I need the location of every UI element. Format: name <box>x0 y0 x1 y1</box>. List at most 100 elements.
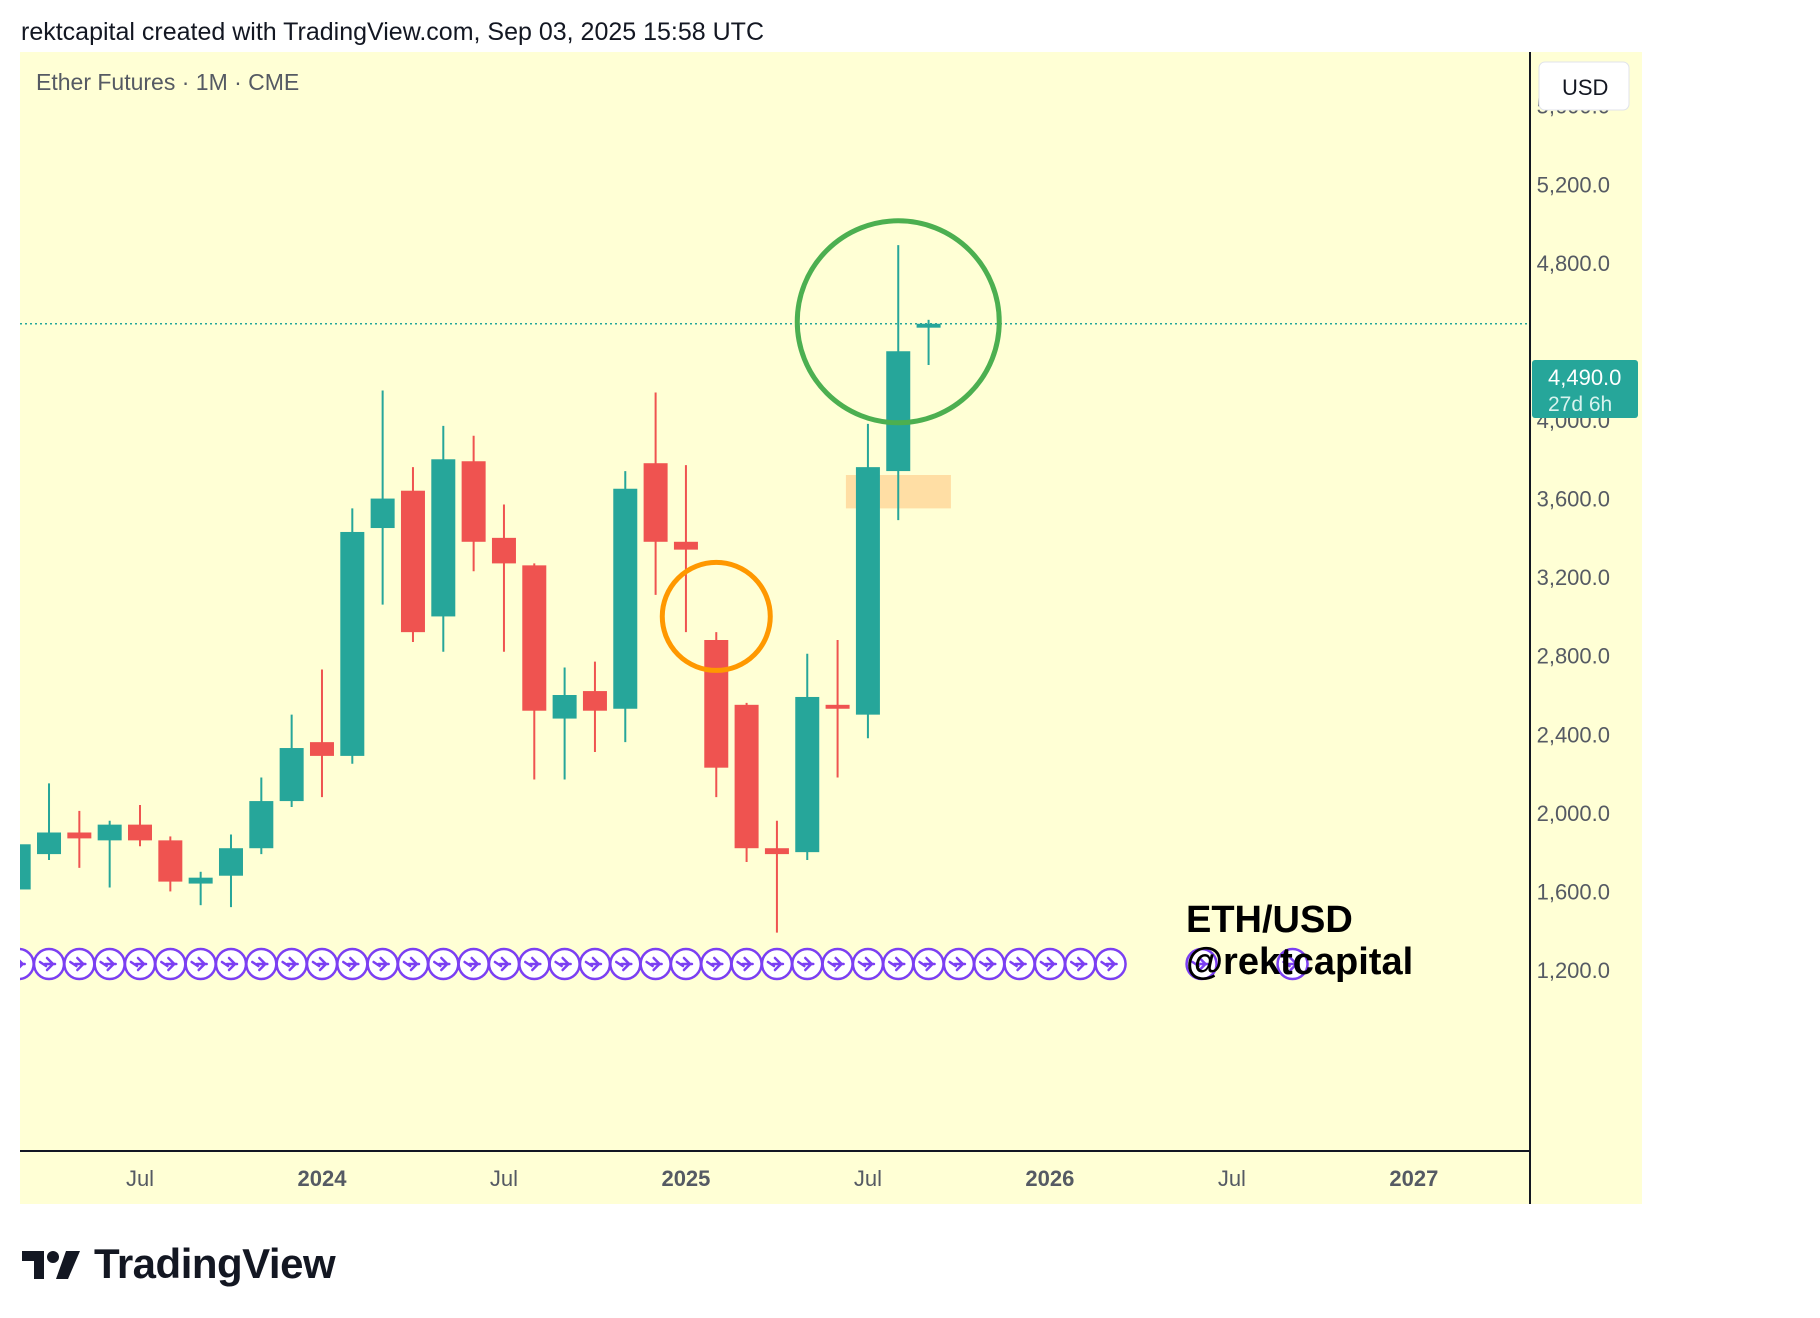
candle[interactable] <box>340 508 365 764</box>
dividends-arrow-icon[interactable] <box>1276 947 1309 981</box>
dividends-arrow-icon[interactable] <box>214 947 248 981</box>
dividends-arrow-icon[interactable] <box>487 947 521 981</box>
dividends-arrow-icon[interactable] <box>609 947 642 981</box>
candle[interactable] <box>400 467 425 642</box>
candle[interactable] <box>704 632 729 798</box>
candle-body <box>764 848 789 855</box>
dividends-arrow-icon[interactable] <box>1063 947 1097 981</box>
candle[interactable] <box>491 504 516 652</box>
candle[interactable] <box>673 465 698 633</box>
price-axis-tick-label: 3,600.0 <box>1537 487 1610 512</box>
dividends-arrow-icon[interactable] <box>63 947 96 981</box>
candlestick-chart[interactable]: 1,200.0 1,600.0 2,000.0 2,400.0 2,800.0 3,200… <box>2 52 1810 1204</box>
dividends-arrow-icon[interactable] <box>1094 947 1127 981</box>
dividends-arrow-icon[interactable] <box>851 947 885 981</box>
dividends-arrow-icon[interactable] <box>305 947 339 981</box>
orange-highlight-circle <box>659 559 773 673</box>
time-axis-tick-label: 2026 <box>1025 1166 1074 1191</box>
candle-body <box>855 467 880 715</box>
candle-body <box>704 640 729 768</box>
dividends-arrow-icon[interactable] <box>184 947 217 981</box>
dividends-arrow-icon[interactable] <box>912 947 945 981</box>
candle[interactable] <box>461 435 486 572</box>
candle[interactable] <box>67 810 92 868</box>
dividends-arrow-icon[interactable] <box>791 947 824 981</box>
dividends-arrow-icon[interactable] <box>639 947 672 981</box>
tradingview-logo[interactable]: TradingView <box>22 1240 336 1288</box>
candle[interactable] <box>37 783 62 860</box>
dividends-arrow-icon[interactable] <box>457 947 490 981</box>
dividends-arrow-icon[interactable] <box>336 947 369 981</box>
dividends-arrow-icon[interactable] <box>93 947 126 981</box>
candle[interactable] <box>128 805 152 847</box>
currency-button[interactable]: USD <box>1538 61 1630 111</box>
candle[interactable] <box>916 319 941 365</box>
candle[interactable] <box>218 834 243 908</box>
dividends-arrow-icon[interactable] <box>700 947 733 981</box>
candle[interactable] <box>309 669 334 798</box>
candle-body <box>218 848 243 876</box>
symbol-label[interactable]: Ether Futures · 1M · CME <box>36 69 299 95</box>
price-axis-tick-label: 2,400.0 <box>1537 722 1610 747</box>
candle-body <box>916 323 941 328</box>
candle[interactable] <box>431 425 456 652</box>
candle-body <box>6 844 31 890</box>
green-highlight-circle <box>794 218 1002 426</box>
plot-background <box>20 52 1530 1204</box>
dividends-arrow-icon[interactable] <box>427 947 460 981</box>
chart-header: rektcapital created with TradingView.com… <box>21 18 765 46</box>
candle[interactable] <box>613 471 638 743</box>
dividends-arrow-icon[interactable] <box>1003 947 1036 981</box>
candle-body <box>825 704 850 709</box>
candle-body <box>431 459 456 617</box>
dividends-arrow-icon[interactable] <box>821 947 854 981</box>
candle-body <box>886 351 911 472</box>
candle[interactable] <box>886 245 911 521</box>
candle-body <box>67 832 92 839</box>
candle[interactable] <box>249 777 274 855</box>
dividends-arrow-icon[interactable] <box>245 947 278 981</box>
dividends-arrow-icon[interactable] <box>275 947 308 981</box>
chart-area[interactable]: 1,200.0 1,600.0 2,000.0 2,400.0 2,800.0 3,200… <box>2 52 1810 1204</box>
candle[interactable] <box>825 640 850 778</box>
dividends-arrow-icon[interactable] <box>942 947 976 981</box>
dividends-arrow-icon[interactable] <box>154 947 187 981</box>
dividends-arrow-icon[interactable] <box>882 947 915 981</box>
candle[interactable] <box>188 871 213 906</box>
dividends-arrow-icon[interactable] <box>32 947 66 981</box>
time-axis-tick-label: Jul <box>1218 1166 1246 1191</box>
dividends-arrow-icon[interactable] <box>1033 947 1067 981</box>
price-axis-tick-label: 5,200.0 <box>1537 172 1610 197</box>
dividends-arrow-icon[interactable] <box>518 947 551 981</box>
candle-body <box>491 537 516 564</box>
candle[interactable] <box>764 820 789 933</box>
candle-body <box>249 801 274 849</box>
candle[interactable] <box>643 392 668 595</box>
price-axis-tick-label: 3,200.0 <box>1537 565 1610 590</box>
candle[interactable] <box>279 714 304 807</box>
candle-body <box>795 696 820 853</box>
candle[interactable] <box>97 820 122 888</box>
candle[interactable] <box>795 653 820 860</box>
candle[interactable] <box>158 836 183 892</box>
candle[interactable] <box>734 702 759 862</box>
time-axis-tick-label: Jul <box>126 1166 154 1191</box>
dividends-arrow-icon[interactable] <box>669 947 703 981</box>
dividends-arrow-icon[interactable] <box>366 947 399 981</box>
candle-body <box>461 461 486 542</box>
dividends-arrow-icon[interactable] <box>1185 947 1218 981</box>
candle[interactable] <box>552 667 577 780</box>
dividends-arrow-icon[interactable] <box>578 947 612 981</box>
candle[interactable] <box>522 563 547 780</box>
candle-body <box>340 531 365 756</box>
dividends-arrow-icon[interactable] <box>760 947 794 981</box>
dividends-arrow-icon[interactable] <box>730 947 763 981</box>
candle[interactable] <box>582 661 607 752</box>
dividends-arrow-icon[interactable] <box>548 947 581 981</box>
candle[interactable] <box>855 423 880 739</box>
dividends-arrow-icon[interactable] <box>396 947 430 981</box>
candle[interactable] <box>370 390 395 605</box>
candle-body <box>37 832 62 855</box>
dividends-arrow-icon[interactable] <box>972 947 1006 981</box>
dividends-arrow-icon[interactable] <box>123 947 157 981</box>
